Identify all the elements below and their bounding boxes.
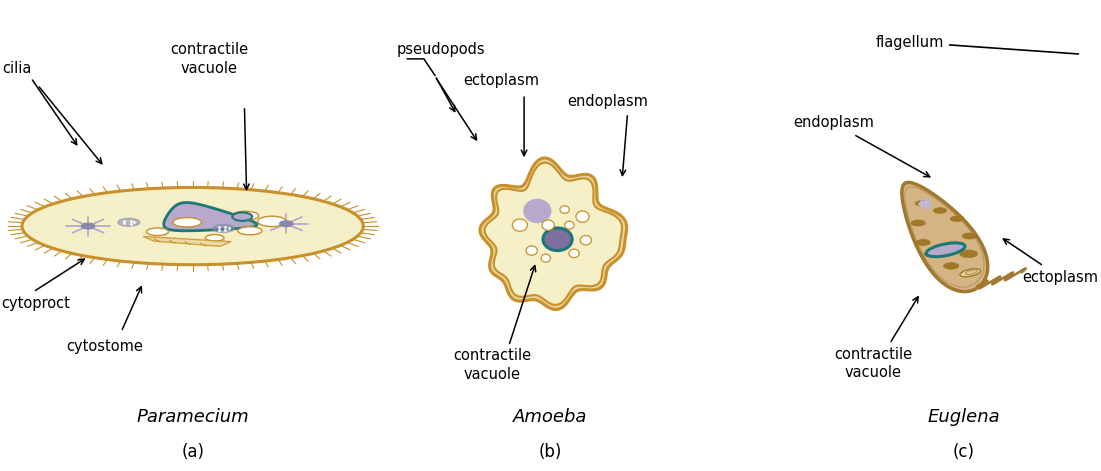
Circle shape [81,223,95,229]
Ellipse shape [916,239,930,245]
Ellipse shape [212,225,235,233]
Ellipse shape [118,219,140,226]
Text: (c): (c) [952,443,974,461]
Ellipse shape [950,216,964,221]
Text: (b): (b) [538,443,563,461]
Text: contractile
vacuole: contractile vacuole [835,347,912,381]
Text: pseudopods: pseudopods [396,42,484,57]
Ellipse shape [926,243,964,257]
Text: flagellum: flagellum [875,35,944,50]
Ellipse shape [560,206,569,213]
Circle shape [919,202,930,206]
Ellipse shape [526,246,537,255]
Ellipse shape [232,212,252,221]
Ellipse shape [512,219,527,231]
Text: contractile
vacuole: contractile vacuole [454,348,531,382]
Ellipse shape [960,250,978,258]
Ellipse shape [576,211,589,222]
Polygon shape [480,158,626,309]
Ellipse shape [542,220,554,230]
Text: contractile
vacuole: contractile vacuole [171,42,248,76]
Ellipse shape [915,201,928,206]
Ellipse shape [966,270,978,275]
Ellipse shape [565,221,574,229]
Text: Paramecium: Paramecium [137,408,249,426]
Ellipse shape [205,235,225,241]
Polygon shape [143,236,231,246]
Polygon shape [902,182,988,292]
Polygon shape [164,203,257,231]
Text: Amoeba: Amoeba [513,408,588,426]
Polygon shape [484,162,622,305]
Text: cytoproct: cytoproct [1,296,70,311]
Text: ectoplasm: ectoplasm [1022,270,1099,285]
Ellipse shape [944,263,959,269]
Text: cilia: cilia [2,61,32,76]
Circle shape [280,221,293,227]
Ellipse shape [569,249,579,258]
Text: ectoplasm: ectoplasm [462,73,539,88]
Ellipse shape [580,236,591,245]
Ellipse shape [146,228,168,236]
Ellipse shape [541,254,550,262]
Ellipse shape [911,220,925,226]
Text: Euglena: Euglena [927,408,1000,426]
Ellipse shape [523,199,552,223]
Ellipse shape [258,216,286,227]
Ellipse shape [962,233,977,239]
Ellipse shape [238,227,262,235]
Ellipse shape [960,268,981,277]
Ellipse shape [543,228,573,251]
Ellipse shape [924,251,938,257]
Ellipse shape [232,211,259,220]
Text: endoplasm: endoplasm [567,94,648,109]
Polygon shape [905,187,984,287]
Text: endoplasm: endoplasm [793,115,874,130]
Ellipse shape [22,187,363,265]
Text: cytostome: cytostome [66,339,143,354]
Ellipse shape [934,208,947,213]
Text: (a): (a) [182,443,204,461]
Ellipse shape [173,218,201,227]
